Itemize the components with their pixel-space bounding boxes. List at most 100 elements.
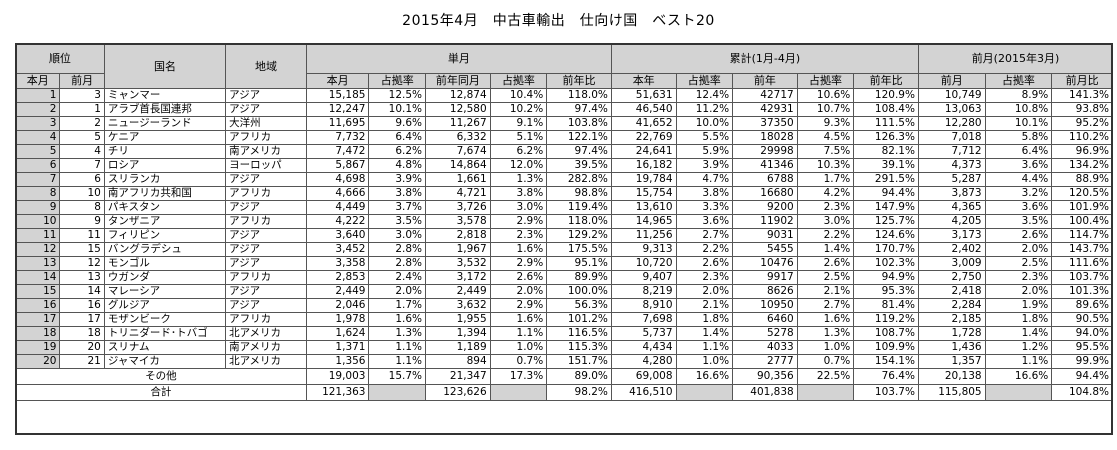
cell: 1.6% [489, 312, 548, 327]
country-cell: トリニダード･トバゴ [103, 326, 227, 341]
country-cell: タンザニア [103, 214, 227, 229]
region-cell: 南アメリカ [225, 340, 307, 355]
cell: 2,449 [425, 284, 491, 299]
cell: 3.8% [368, 186, 427, 201]
cell: 1.0% [675, 354, 734, 369]
cell: 3,726 [425, 200, 491, 215]
prev-rank-cell: 8 [59, 200, 105, 215]
cell: 9031 [732, 228, 798, 243]
cell: 39.1% [853, 158, 919, 173]
cell: 41,652 [610, 116, 677, 131]
country-cell: パキスタン [103, 200, 227, 215]
header-col: 本年 [610, 73, 677, 89]
region-cell: 大洋州 [225, 116, 307, 131]
cell: 2777 [732, 354, 798, 369]
cell: 4,280 [610, 354, 677, 369]
table-body: 1 3 ミャンマー アジア 15,185 12.5% 12,874 10.4% 118.0% 51… [14, 88, 1113, 369]
cell: 2.9% [489, 298, 548, 313]
cell: 13,063 [917, 102, 986, 117]
cell: 94.0% [1051, 326, 1113, 341]
header-col: 占拠率 [675, 73, 734, 89]
cell: 3,009 [917, 256, 986, 271]
rank-cell: 20 [14, 354, 61, 369]
cell: 1,978 [305, 312, 370, 327]
cell: 100.4% [1051, 214, 1113, 229]
cell: 103.8% [546, 116, 612, 131]
cell: 19,784 [610, 172, 677, 187]
cell: 115.3% [546, 340, 612, 355]
cell: 143.7% [1051, 242, 1113, 257]
cell: 5,737 [610, 326, 677, 341]
cell: 95.5% [1051, 340, 1113, 355]
cell: 7,018 [917, 130, 986, 145]
cell: 1,955 [425, 312, 491, 327]
cell: 10.6% [796, 88, 855, 103]
header-rank: 順位 [15, 43, 105, 74]
table-row: 14 13 ウガンダ アフリカ 2,853 2.4% 3,172 2.6% 89.9% 9,407… [14, 270, 1113, 285]
region-cell: アフリカ [225, 270, 307, 285]
cell: 12.0% [489, 158, 548, 173]
cell: 5.9% [675, 144, 734, 159]
country-cell: バングラデシュ [103, 242, 227, 257]
table-row: 12 15 バングラデシュ アジア 3,452 2.8% 1,967 1.6% 175.5% 9,… [14, 242, 1113, 257]
header-col: 前年比 [546, 73, 612, 89]
cell: 20,138 [917, 368, 986, 385]
header-col: 前月 [917, 73, 986, 89]
cell: 1,624 [305, 326, 370, 341]
cell: 14,864 [425, 158, 491, 173]
cell: 94.4% [1051, 368, 1113, 385]
cell: 2.9% [489, 214, 548, 229]
cell: 89.9% [546, 270, 612, 285]
prev-rank-cell: 17 [59, 312, 105, 327]
cell: 2.0% [489, 284, 548, 299]
cell: 3.8% [489, 186, 548, 201]
header-region: 地域 [225, 43, 307, 89]
table-row: 13 12 モンゴル アジア 3,358 2.8% 3,532 2.9% 95.1% 10,720… [14, 256, 1113, 271]
cell: 5278 [732, 326, 798, 341]
cell: 4,698 [305, 172, 370, 187]
table-row: 3 2 ニュージーランド 大洋州 11,695 9.6% 11,267 9.1% 103.8% 4… [14, 116, 1113, 131]
cell: 291.5% [853, 172, 919, 187]
cell: 2.2% [796, 228, 855, 243]
cell: 13,610 [610, 200, 677, 215]
cell: 3,532 [425, 256, 491, 271]
cell: 5.5% [675, 130, 734, 145]
cell: 4033 [732, 340, 798, 355]
table-row: 7 6 スリランカ アジア 4,698 3.9% 1,661 1.3% 282.8% 19,784… [14, 172, 1113, 187]
cell: 89.0% [546, 368, 612, 385]
cell: 1.0% [489, 340, 548, 355]
country-cell: アラブ首長国連邦 [103, 102, 227, 117]
cell: 22,769 [610, 130, 677, 145]
header-country: 国名 [103, 43, 227, 89]
prev-rank-cell: 2 [59, 116, 105, 131]
cell: 99.9% [1051, 354, 1113, 369]
cell: 1.8% [675, 312, 734, 327]
cell: 98.2% [546, 384, 612, 401]
cell: 4.2% [796, 186, 855, 201]
cell: 2.3% [675, 270, 734, 285]
cell: 10.2% [489, 102, 548, 117]
cell: 9917 [732, 270, 798, 285]
cell: 1.4% [796, 242, 855, 257]
cell: 2.5% [984, 256, 1053, 271]
cell: 96.9% [1051, 144, 1113, 159]
cell: 3.6% [984, 200, 1053, 215]
country-cell: 南アフリカ共和国 [103, 186, 227, 201]
cell: 4,205 [917, 214, 986, 229]
region-cell: アジア [225, 88, 307, 103]
cell: 9.1% [489, 116, 548, 131]
header-col: 占拠率 [489, 73, 548, 89]
cell: 1.4% [675, 326, 734, 341]
cell: 108.7% [853, 326, 919, 341]
cell: 11,267 [425, 116, 491, 131]
region-cell: アジア [225, 256, 307, 271]
cell: 95.1% [546, 256, 612, 271]
cell: 1.0% [796, 340, 855, 355]
region-cell: アフリカ [225, 214, 307, 229]
cell: 4,222 [305, 214, 370, 229]
cell: 894 [425, 354, 491, 369]
cell: 5455 [732, 242, 798, 257]
prev-rank-cell: 13 [59, 270, 105, 285]
cell: 12,580 [425, 102, 491, 117]
cell: 16.6% [675, 368, 734, 385]
